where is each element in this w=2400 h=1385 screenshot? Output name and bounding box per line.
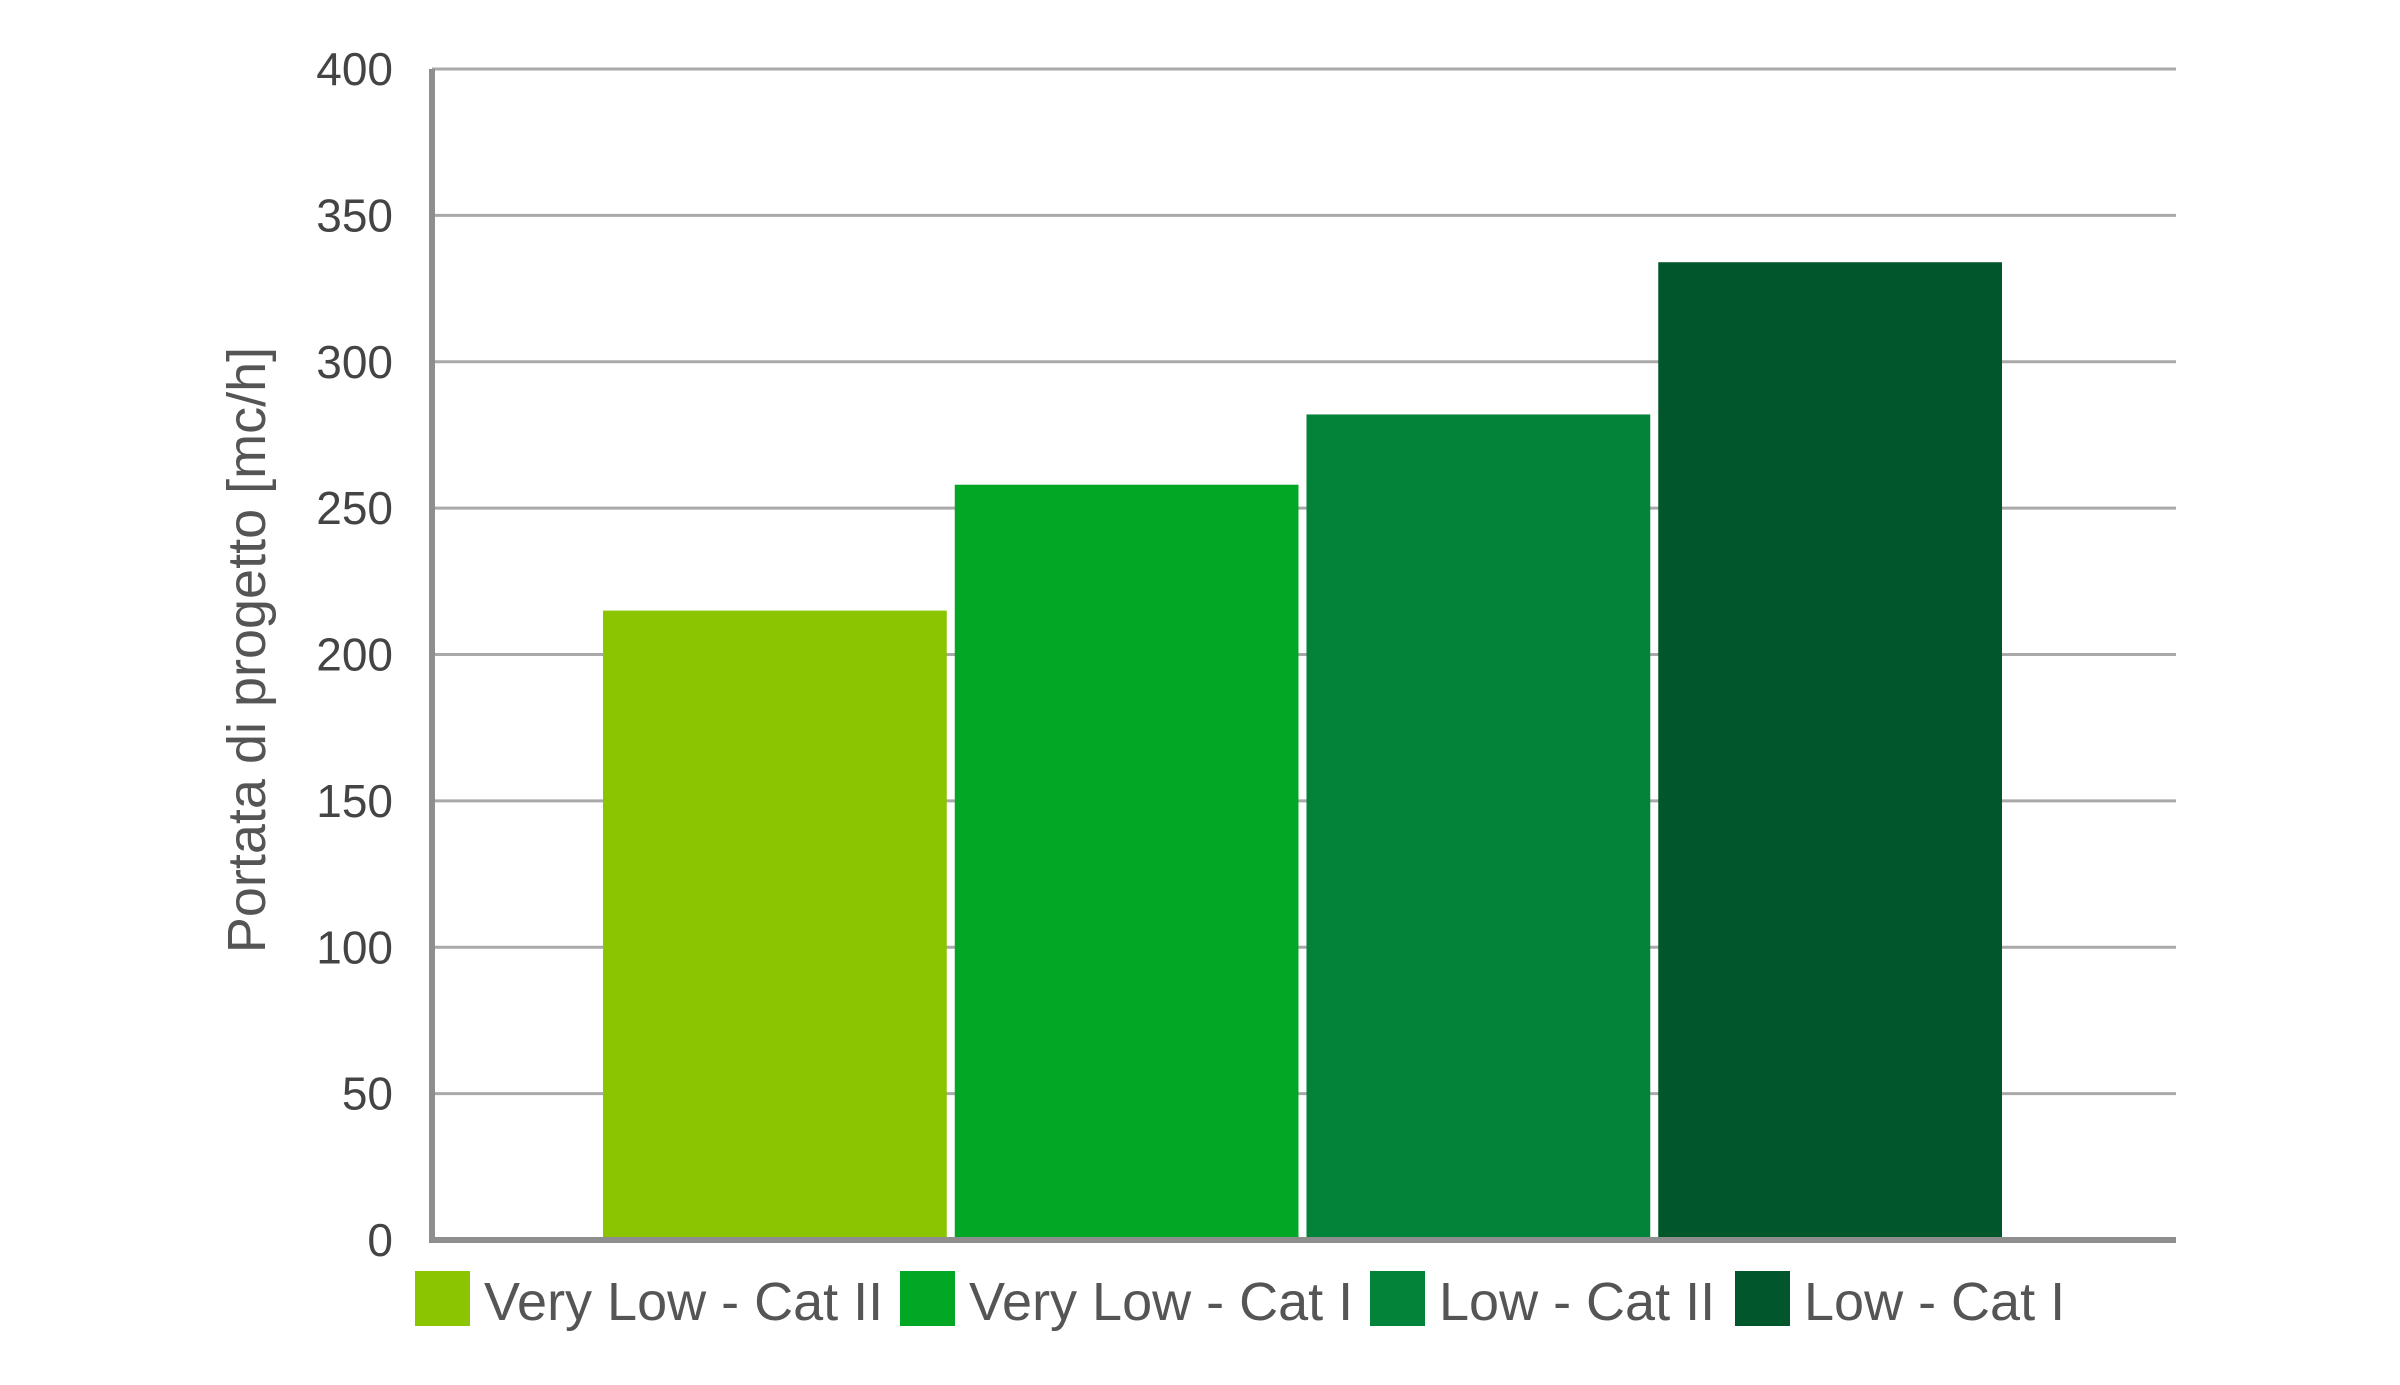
y-tick-label-50: 50 — [342, 1068, 393, 1120]
legend-label-very-low-cat-ii: Very Low - Cat II — [484, 1272, 883, 1332]
y-axis-title: Portata di progetto [mc/h] — [217, 347, 277, 953]
y-tick-label-200: 200 — [316, 629, 393, 681]
y-tick-label-0: 0 — [367, 1214, 393, 1266]
y-tick-label-350: 350 — [316, 189, 393, 241]
y-tick-label-250: 250 — [316, 482, 393, 534]
legend-swatch-very-low-cat-i — [900, 1271, 955, 1326]
y-tick-label-300: 300 — [316, 336, 393, 388]
bar-very-low-cat-i — [954, 484, 1299, 1241]
y-tick-label-150: 150 — [316, 775, 393, 827]
axes — [429, 69, 2176, 1243]
y-tick-label-400: 400 — [316, 43, 393, 95]
legend-label-low-cat-i: Low - Cat I — [1804, 1272, 2065, 1332]
y-tick-label-100: 100 — [316, 921, 393, 973]
legend-label-very-low-cat-i: Very Low - Cat I — [969, 1272, 1353, 1332]
legend-swatch-low-cat-i — [1735, 1271, 1790, 1326]
legend-label-low-cat-ii: Low - Cat II — [1439, 1272, 1715, 1332]
bar-very-low-cat-ii — [603, 610, 947, 1240]
bar-low-cat-ii — [1306, 414, 1651, 1240]
bars — [603, 262, 2002, 1241]
legend: Very Low - Cat II Very Low - Cat I Low - C… — [415, 1271, 2065, 1332]
y-tick-labels: 0 50 100 150 200 250 300 350 400 — [316, 43, 393, 1266]
legend-swatch-very-low-cat-ii — [415, 1271, 470, 1326]
bar-low-cat-i — [1658, 262, 2002, 1241]
legend-swatch-low-cat-ii — [1370, 1271, 1425, 1326]
